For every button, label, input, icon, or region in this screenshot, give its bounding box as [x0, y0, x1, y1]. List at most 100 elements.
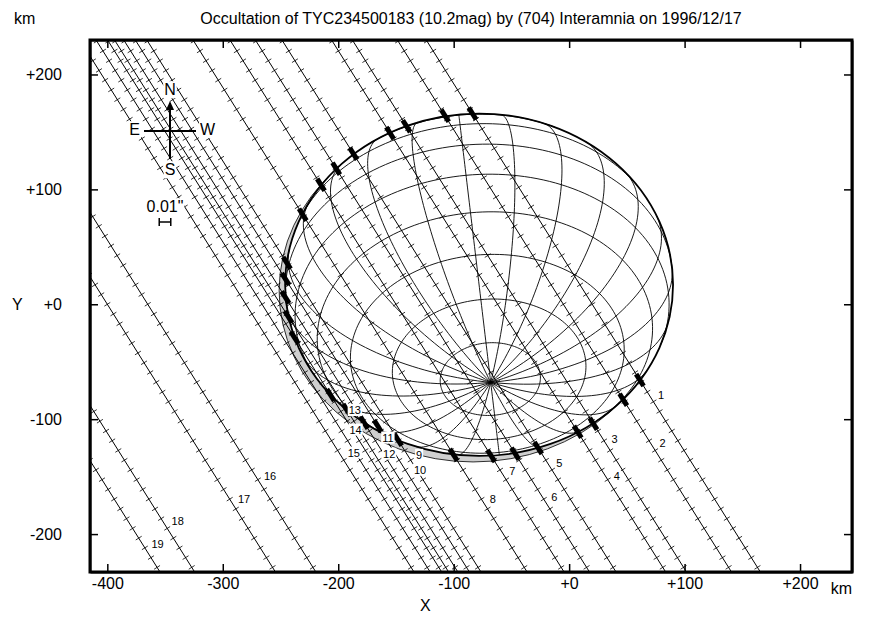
time-tick — [486, 410, 492, 414]
time-tick — [614, 341, 620, 345]
time-tick — [522, 468, 528, 472]
chord-label-group: 18 — [171, 515, 185, 527]
chord — [350, 40, 686, 572]
time-tick — [437, 332, 443, 336]
time-tick — [139, 49, 145, 53]
time-tick — [504, 439, 510, 443]
time-tick — [273, 351, 279, 355]
time-tick — [363, 215, 369, 219]
y-axis-title: Y — [12, 296, 23, 313]
chord-label-group: 7 — [508, 465, 516, 477]
time-tick — [481, 176, 487, 180]
time-tick — [568, 419, 574, 423]
time-tick — [314, 361, 320, 365]
scale-label-background — [146, 198, 185, 215]
tick: -300 — [207, 564, 239, 592]
time-tick — [230, 439, 236, 443]
time-tick — [181, 98, 187, 102]
time-tick — [246, 69, 252, 73]
time-tick — [411, 332, 417, 336]
time-tick — [235, 263, 241, 267]
chord-label-background — [555, 457, 563, 469]
time-tick — [742, 546, 748, 550]
time-tick — [369, 458, 375, 462]
time-tick — [650, 400, 656, 404]
time-tick — [689, 507, 695, 511]
time-tick — [669, 429, 675, 433]
scale-cap — [170, 218, 172, 226]
time-tick — [668, 546, 674, 550]
time-tick — [427, 507, 433, 511]
time-tick — [524, 244, 530, 248]
time-tick — [455, 361, 461, 365]
chord-line — [193, 40, 527, 572]
chord-label: 15 — [348, 447, 360, 459]
tick-label: -200 — [30, 526, 62, 543]
scale-label-group: 0.01" — [146, 198, 185, 215]
time-tick — [338, 410, 344, 414]
time-tick — [583, 293, 589, 297]
time-tick — [487, 185, 493, 189]
chord-label-group: 13 — [348, 404, 362, 416]
time-tick — [286, 371, 292, 375]
time-tick — [314, 137, 320, 141]
time-tick — [200, 390, 206, 394]
time-tick — [396, 224, 402, 228]
asteroid-graticule — [285, 114, 672, 455]
time-tick — [412, 293, 418, 297]
parallel — [440, 343, 540, 416]
time-tick — [296, 108, 302, 112]
time-tick — [228, 98, 234, 102]
time-tick — [356, 302, 362, 306]
time-tick — [325, 254, 331, 258]
time-tick — [449, 351, 455, 355]
time-tick — [592, 458, 598, 462]
time-tick — [603, 371, 609, 375]
time-tick — [155, 108, 161, 112]
time-tick — [493, 195, 499, 199]
chord — [395, 40, 731, 572]
chord-label-background — [508, 465, 516, 477]
chord-label: 4 — [614, 470, 620, 482]
time-tick — [292, 293, 298, 297]
time-tick — [319, 244, 325, 248]
time-tick — [259, 302, 265, 306]
time-tick — [415, 507, 421, 511]
time-tick — [436, 429, 442, 433]
tick-label: +100 — [667, 575, 703, 592]
time-tick — [169, 341, 175, 345]
time-tick — [498, 429, 504, 433]
time-tick — [237, 205, 243, 209]
scale-line — [159, 221, 171, 223]
time-tick — [467, 380, 473, 384]
time-tick — [307, 166, 313, 170]
time-tick — [424, 351, 430, 355]
chord-label-group: 5 — [555, 457, 563, 469]
time-tick — [329, 351, 335, 355]
time-tick — [662, 536, 668, 540]
chord-label: 13 — [349, 404, 361, 416]
time-tick — [271, 108, 277, 112]
time-tick — [131, 98, 137, 102]
time-tick — [408, 244, 414, 248]
time-tick — [695, 517, 701, 521]
chord-line — [90, 40, 275, 572]
time-tick — [197, 185, 203, 189]
time-tick — [656, 527, 662, 531]
time-tick — [540, 341, 546, 345]
time-tick — [393, 108, 399, 112]
time-tick — [292, 273, 298, 277]
time-tick — [609, 380, 615, 384]
time-tick — [454, 400, 460, 404]
time-tick — [571, 546, 577, 550]
tick: -100 — [30, 411, 98, 428]
time-tick — [387, 351, 393, 355]
time-tick — [125, 59, 131, 63]
time-tick — [275, 283, 281, 287]
time-tick — [444, 517, 450, 521]
time-tick — [546, 351, 552, 355]
time-tick — [573, 322, 579, 326]
time-tick — [491, 517, 497, 521]
time-tick — [599, 468, 605, 472]
time-tick — [372, 439, 378, 443]
